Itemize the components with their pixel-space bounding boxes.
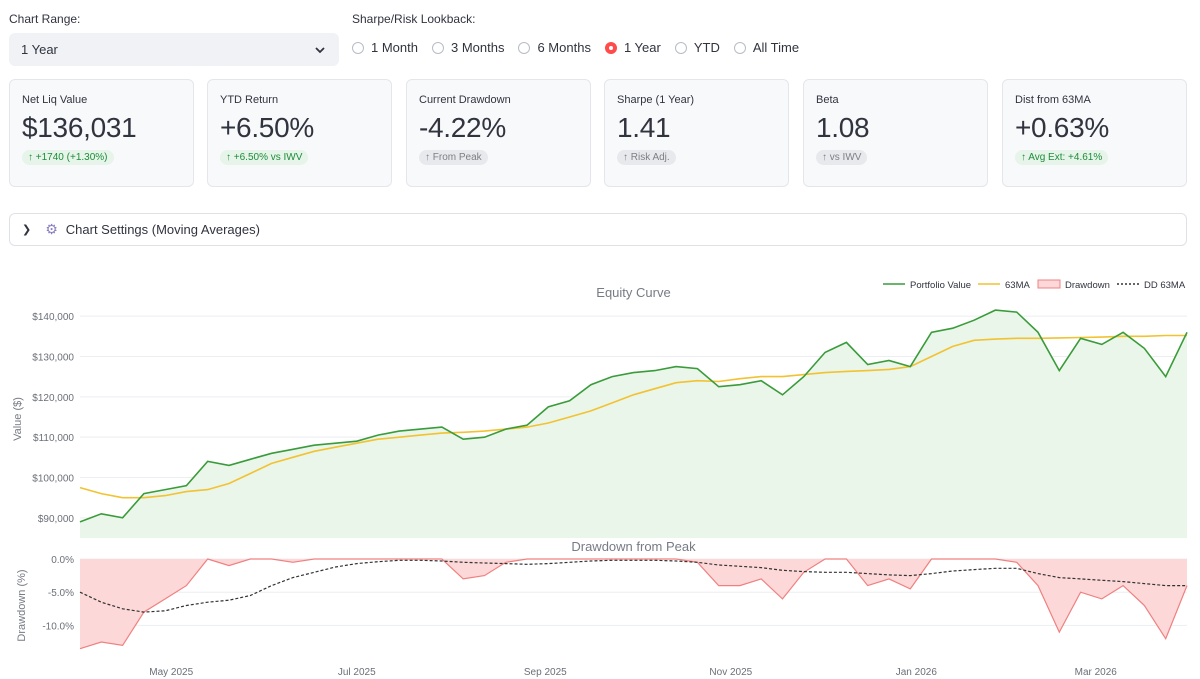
- y-tick-label: -5.0%: [48, 588, 74, 599]
- legend-label: DD 63MA: [1144, 280, 1186, 291]
- radio-circle-icon[interactable]: [431, 41, 444, 54]
- metric-value: 1.41: [617, 112, 671, 143]
- lookback-option-4[interactable]: YTD: [674, 40, 720, 55]
- y-tick-label: $110,000: [33, 433, 74, 444]
- lookback-option-2[interactable]: 6 Months: [518, 40, 591, 55]
- y-axis-label: Drawdown (%): [16, 569, 28, 641]
- metric-delta-badge: ↑ vs IWV: [816, 150, 868, 165]
- metric-card: Net Liq Value $136,031 ↑ +1740 (+1.30%): [9, 79, 194, 187]
- chart-range-value: 1 Year: [21, 42, 58, 57]
- metric-title: Current Drawdown: [419, 94, 511, 106]
- metric-title: Beta: [816, 94, 839, 106]
- metric-title: Net Liq Value: [22, 94, 88, 106]
- radio-circle-icon[interactable]: [604, 41, 617, 54]
- lookback-option-5[interactable]: All Time: [733, 40, 800, 55]
- lookback-radio-group: 1 Month 3 Months 6 Months 1 Year YTD All Time: [352, 40, 813, 55]
- gear-icon: ⚙: [45, 221, 58, 237]
- portfolio-value-line: [79, 309, 1188, 523]
- metric-title: Dist from 63MA: [1015, 94, 1091, 106]
- lookback-label: Sharpe/Risk Lookback:: [352, 12, 476, 26]
- y-tick-label: $130,000: [32, 352, 74, 363]
- x-tick-label: May 2025: [149, 667, 193, 678]
- metric-value: +6.50%: [220, 112, 314, 143]
- metric-card: YTD Return +6.50% ↑ +6.50% vs IWV: [207, 79, 392, 187]
- metric-value: $136,031: [22, 112, 137, 143]
- metric-value: -4.22%: [419, 112, 506, 143]
- ma63-line: [79, 334, 1187, 499]
- y-tick-label: -10.0%: [42, 621, 74, 632]
- chevron-down-icon: [315, 46, 325, 53]
- drawdown-area-fill: [80, 559, 1187, 649]
- chart-title: Drawdown from Peak: [571, 539, 696, 554]
- y-tick-label: $100,000: [32, 473, 74, 484]
- x-tick-label: Mar 2026: [1075, 667, 1118, 678]
- y-tick-label: $90,000: [38, 514, 75, 525]
- lookback-option-label: 6 Months: [537, 40, 591, 55]
- x-tick-label: Jul 2025: [338, 667, 376, 678]
- metric-delta-badge: ↑ From Peak: [419, 150, 488, 165]
- metric-delta-badge: ↑ +6.50% vs IWV: [220, 150, 309, 165]
- chart-range-label: Chart Range:: [9, 12, 81, 26]
- legend-label: Drawdown: [1065, 280, 1110, 291]
- metric-card: Sharpe (1 Year) 1.41 ↑ Risk Adj.: [604, 79, 789, 187]
- lookback-option-0[interactable]: 1 Month: [352, 40, 418, 55]
- metric-title: Sharpe (1 Year): [617, 94, 695, 106]
- metric-card: Beta 1.08 ↑ vs IWV: [803, 79, 988, 187]
- x-tick-label: Sep 2025: [524, 667, 567, 678]
- chart-range-select[interactable]: 1 Year: [9, 33, 339, 66]
- metric-card: Current Drawdown -4.22% ↑ From Peak: [406, 79, 591, 187]
- y-tick-label: $120,000: [32, 393, 74, 404]
- lookback-option-label: 1 Month: [371, 40, 418, 55]
- expander-label: Chart Settings (Moving Averages): [65, 222, 260, 237]
- radio-circle-icon[interactable]: [733, 41, 746, 54]
- legend-swatch: [1037, 279, 1061, 289]
- portfolio-area-fill: [80, 310, 1187, 538]
- y-tick-label: 0.0%: [51, 555, 74, 566]
- x-tick-label: Nov 2025: [709, 667, 752, 678]
- chart-settings-expander[interactable]: ❯ ⚙ Chart Settings (Moving Averages): [9, 213, 1187, 246]
- metric-delta-badge: ↑ Risk Adj.: [617, 150, 676, 165]
- chevron-right-icon: ❯: [22, 224, 32, 236]
- metric-delta-badge: ↑ Avg Ext: +4.61%: [1015, 150, 1109, 165]
- metric-value: 1.08: [816, 112, 870, 143]
- radio-circle-icon[interactable]: [518, 41, 531, 54]
- metric-value: +0.63%: [1015, 112, 1109, 143]
- lookback-option-label: 1 Year: [623, 40, 661, 55]
- y-tick-label: $140,000: [32, 312, 74, 323]
- y-axis-label: Value ($): [12, 397, 24, 441]
- metric-card: Dist from 63MA +0.63% ↑ Avg Ext: +4.61%: [1002, 79, 1187, 187]
- metric-title: YTD Return: [220, 94, 279, 106]
- lookback-option-1[interactable]: 3 Months: [431, 40, 505, 55]
- x-tick-label: Jan 2026: [896, 667, 938, 678]
- dd-ma63-line: [79, 559, 1187, 613]
- lookback-option-label: All Time: [752, 40, 800, 55]
- lookback-option-3[interactable]: 1 Year: [604, 40, 661, 55]
- drawdown-line: [79, 558, 1188, 650]
- lookback-option-label: YTD: [693, 40, 720, 55]
- chart-title: Equity Curve: [596, 285, 670, 300]
- legend-label: 63MA: [1005, 280, 1030, 291]
- metric-delta-badge: ↑ +1740 (+1.30%): [22, 150, 114, 165]
- lookback-option-label: 3 Months: [450, 40, 505, 55]
- radio-circle-icon[interactable]: [674, 41, 687, 54]
- legend-label: Portfolio Value: [910, 280, 971, 291]
- radio-circle-icon[interactable]: [352, 41, 364, 54]
